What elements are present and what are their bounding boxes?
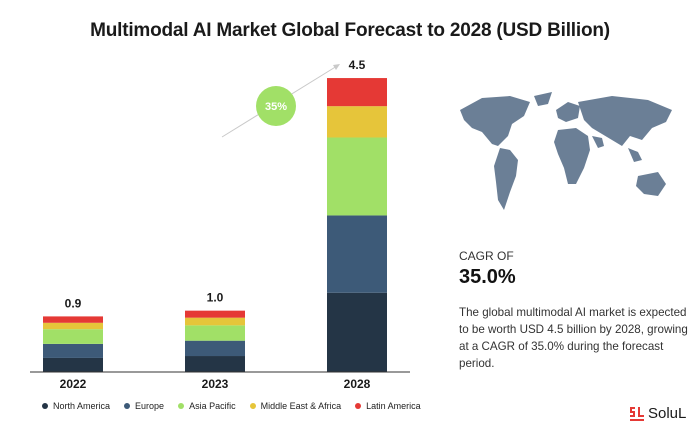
legend-label: Middle East & Africa	[260, 401, 342, 411]
legend-swatch	[355, 403, 362, 409]
bar-segment-2022-north-america	[43, 357, 103, 372]
map-landmass	[628, 148, 642, 162]
map-landmass	[554, 128, 590, 184]
legend-item-europe: Europe	[124, 401, 164, 411]
growth-arrow-icon	[333, 64, 340, 70]
world-map-icon	[460, 92, 672, 210]
bar-segment-2022-middle-east-africa	[43, 322, 103, 330]
bar-segment-2028-north-america	[327, 292, 387, 372]
bar-segment-2028-europe	[327, 215, 387, 293]
map-landmass	[636, 172, 666, 196]
legend-swatch	[178, 403, 185, 409]
legend-item-north-america: North America	[42, 401, 110, 411]
map-landmass	[494, 148, 518, 210]
legend-label: Europe	[135, 401, 165, 411]
total-label-2022: 0.9	[65, 296, 82, 310]
chart-title: Multimodal AI Market Global Forecast to …	[90, 20, 610, 41]
bar-segment-2023-asia-pacific	[185, 325, 245, 341]
brand-name: SoluL	[648, 405, 687, 422]
x-tick-label-2022: 2022	[60, 377, 87, 391]
x-tick-label-2023: 2023	[202, 377, 229, 391]
map-landmass	[460, 96, 530, 146]
bar-segment-2022-europe	[43, 343, 103, 358]
market-description: The global multimodal AI market is expec…	[459, 306, 688, 370]
bar-segment-2028-latin-america	[327, 78, 387, 107]
cagr-label: CAGR OF	[459, 249, 514, 263]
legend-item-asia-pacific: Asia Pacific	[178, 401, 236, 411]
x-tick-label-2028: 2028	[344, 377, 371, 391]
bar-segment-2022-latin-america	[43, 316, 103, 323]
legend-item-middle-east-africa: Middle East & Africa	[249, 401, 342, 411]
total-label-2028: 4.5	[349, 58, 366, 72]
bar-segment-2028-asia-pacific	[327, 137, 387, 216]
bar-segment-2023-europe	[185, 340, 245, 357]
bar-segment-2023-north-america	[185, 356, 245, 372]
map-landmass	[556, 102, 580, 122]
total-label-2023: 1.0	[207, 291, 224, 305]
legend-label: North America	[53, 401, 111, 411]
brand-logo: SoluL	[630, 405, 686, 422]
cagr-bubble	[256, 86, 296, 126]
map-landmass	[592, 136, 604, 148]
legend-item-latin-america: Latin America	[355, 401, 421, 411]
cagr-bubble-label: 35%	[265, 101, 287, 113]
legend-label: Asia Pacific	[189, 401, 236, 411]
chart-legend: North America Europe Asia Pacific Middle Ea…	[42, 401, 421, 411]
bar-segment-2023-middle-east-africa	[185, 317, 245, 326]
bar-segment-2022-asia-pacific	[43, 329, 103, 344]
soluLab-logo-icon	[630, 406, 644, 421]
cagr-value: 35.0%	[459, 266, 516, 288]
bar-segment-2028-middle-east-africa	[327, 106, 387, 138]
stacked-bar-chart: 0.9 1.0 4.5 2022 2023 2028 35%	[30, 58, 410, 391]
legend-swatch	[124, 403, 131, 409]
legend-swatch	[42, 403, 48, 409]
legend-label: Latin America	[366, 401, 421, 411]
map-landmass	[578, 96, 672, 146]
bar-segment-2023-latin-america	[185, 310, 245, 318]
map-landmass	[534, 92, 552, 106]
legend-swatch	[249, 403, 256, 409]
